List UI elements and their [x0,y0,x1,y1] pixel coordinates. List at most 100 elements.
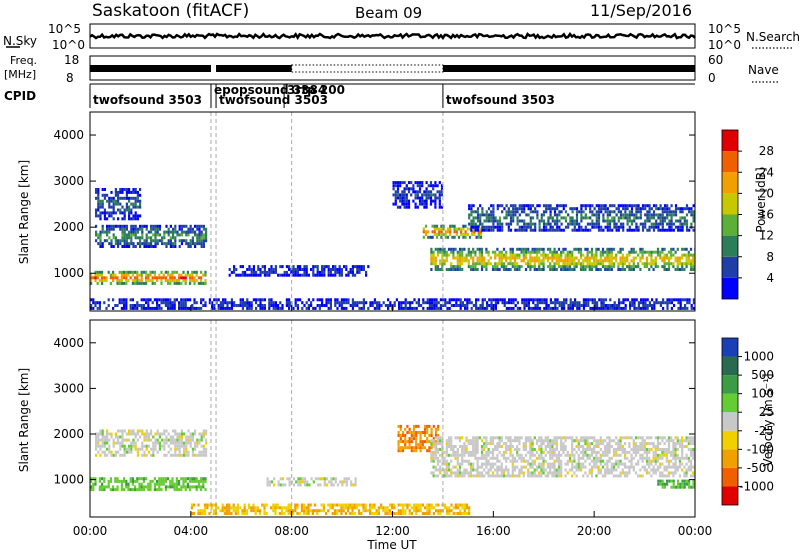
heatmap-cell [228,273,231,277]
heatmap-cell [131,270,134,274]
heatmap-cell [579,268,583,271]
heatmap-cell [606,442,609,446]
heatmap-cell [529,439,532,443]
heatmap-cell [449,224,452,228]
heatmap-cell [433,224,436,228]
heatmap-cell [404,446,407,450]
heatmap-cell [490,301,493,305]
heatmap-cell [607,304,610,307]
heatmap-cell [125,438,128,442]
heatmap-cell [489,439,492,443]
heatmap-cell [131,304,134,307]
heatmap-cell [653,301,656,305]
heatmap-cell [439,250,442,254]
heatmap-cell [648,442,651,446]
heatmap-cell [300,503,303,507]
heatmap-cell [399,509,402,513]
heatmap-cell [223,512,226,515]
heatmap-cell [533,462,536,466]
heatmap-cell [509,216,513,220]
heatmap-cell [637,216,640,220]
heatmap-cell [145,233,148,237]
heatmap-cell [99,202,102,206]
heatmap-cell [557,259,561,263]
heatmap-cell [523,228,526,232]
heatmap-cell [612,453,616,457]
heatmap-cell [454,453,457,457]
heatmap-cell [490,216,493,220]
heatmap-cell [516,268,519,271]
heatmap-cell [487,474,490,478]
heatmap-cell [119,447,122,451]
heatmap-cell [568,468,572,472]
heatmap-cell [340,301,343,305]
heatmap-cell [630,448,633,451]
heatmap-cell [571,462,574,466]
heatmap-cell [557,474,561,478]
heatmap-cell [342,506,345,510]
heatmap-cell [527,213,530,217]
heatmap-cell [281,304,284,307]
heatmap-cell [507,471,510,475]
heatmap-cell [394,181,397,185]
heatmap-cell [143,444,146,448]
heatmap-cell [311,512,314,515]
heatmap-cell [132,230,135,234]
heatmap-cell [597,459,600,463]
heatmap-cell [593,298,596,302]
heatmap-cell [95,233,98,237]
heatmap-cell [425,190,428,194]
heatmap-cell [564,210,568,214]
heatmap-cell [485,453,488,457]
heatmap-cell [145,270,148,274]
heatmap-cell [294,270,297,274]
heatmap-cell [108,199,111,203]
heatmap-cell [670,250,673,254]
heatmap-cell [663,262,666,266]
heatmap-cell [641,453,644,457]
heatmap-cell [246,304,249,307]
heatmap-cell [245,509,248,513]
heatmap-cell [498,442,501,446]
heatmap-cell [613,301,616,305]
heatmap-cell [524,262,528,266]
heatmap-cell [613,210,616,214]
heatmap-cell [103,479,106,483]
heatmap-cell [101,273,104,277]
heatmap-cell [200,298,203,302]
heatmap-cell [193,512,196,515]
heatmap-cell [529,474,532,478]
heatmap-cell [535,247,539,251]
heatmap-cell [195,306,198,310]
heatmap-cell [268,273,271,277]
heatmap-cell [516,216,519,220]
heatmap-cell [615,259,618,263]
heatmap-cell [394,190,397,194]
heatmap-cell [533,468,536,472]
heatmap-cell [672,474,675,478]
heatmap-cell [469,268,473,271]
heatmap-cell [551,253,554,257]
heatmap-cell [131,281,134,285]
heatmap-cell [470,301,473,305]
heatmap-cell [158,477,161,481]
heatmap-cell [573,439,576,443]
heatmap-cell [628,262,631,266]
heatmap-cell [571,222,574,226]
heatmap-cell [473,227,476,231]
heatmap-cell [334,270,337,274]
heatmap-cell [110,432,113,436]
heatmap-cell [496,465,499,469]
heatmap-cell [544,468,547,472]
heatmap-cell [642,298,645,302]
heatmap-cell [125,298,128,302]
heatmap-cell [415,443,418,447]
heatmap-cell [407,190,411,194]
heatmap-cell [500,256,503,260]
heatmap-cell [438,205,441,209]
heatmap-cell [107,479,110,483]
heatmap-cell [173,298,176,302]
heatmap-cell [689,436,693,440]
heatmap-cell [430,450,433,454]
heatmap-cell [96,306,99,310]
